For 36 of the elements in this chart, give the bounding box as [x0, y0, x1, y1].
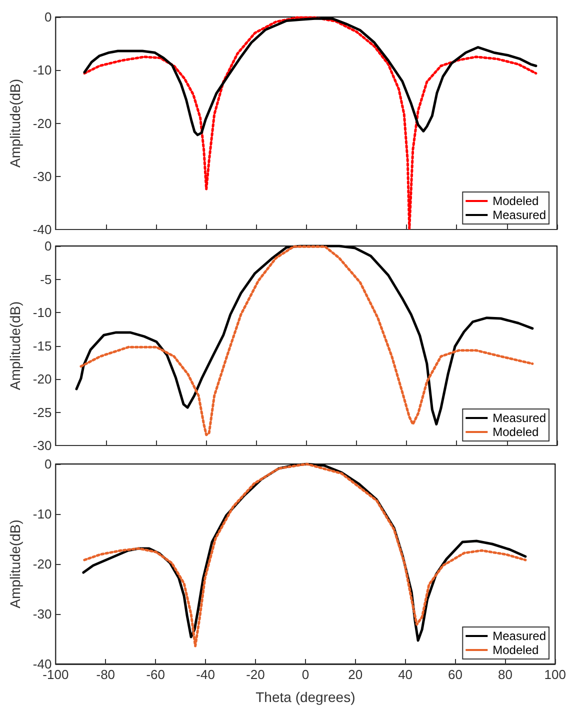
y-tick-label: 0: [44, 10, 52, 24]
legend-label: Measured: [492, 208, 546, 222]
x-tick-label: -40: [196, 667, 215, 682]
y-tick-label: 0: [44, 238, 52, 254]
y-tick-label: -20: [32, 116, 52, 131]
legend-label: Measured: [492, 411, 546, 425]
x-tick-label: -20: [246, 667, 265, 682]
y-tick-label: -30: [32, 606, 52, 622]
x-tick-label: 40: [398, 667, 413, 682]
legend-label: Modeled: [492, 643, 539, 657]
y-tick-label: -25: [32, 404, 52, 420]
y-tick-label: -10: [32, 506, 52, 522]
y-axis-title: Amplitude(dB): [7, 520, 23, 608]
legend-label: Measured: [492, 629, 546, 643]
y-tick-label: -10: [32, 305, 52, 320]
y-tick-label: -40: [32, 222, 52, 237]
y-tick-label: -20: [32, 556, 52, 572]
x-tick-label: -80: [96, 667, 116, 682]
y-tick-label: -20: [32, 372, 52, 386]
x-tick-label: 80: [498, 667, 512, 682]
x-axis-title: Theta (degrees): [256, 689, 356, 705]
x-tick-label: 60: [448, 667, 462, 682]
y-tick-label: 0: [44, 456, 52, 472]
legend-label: Modeled: [492, 425, 539, 439]
y-tick-label: -30: [32, 438, 52, 453]
y-tick-label: -10: [32, 62, 52, 78]
x-tick-label: -60: [146, 667, 165, 682]
y-axis-title: Amplitude(dB): [7, 78, 23, 168]
y-axis-title: Amplitude(dB): [7, 301, 23, 390]
x-tick-label: 20: [348, 667, 363, 682]
x-tick-label: 0: [302, 667, 310, 682]
x-tick-label: 100: [544, 667, 566, 682]
y-tick-label: -5: [40, 272, 52, 287]
y-tick-label: -15: [32, 338, 52, 354]
y-tick-label: -30: [32, 168, 52, 184]
legend-label: Modeled: [492, 194, 539, 208]
